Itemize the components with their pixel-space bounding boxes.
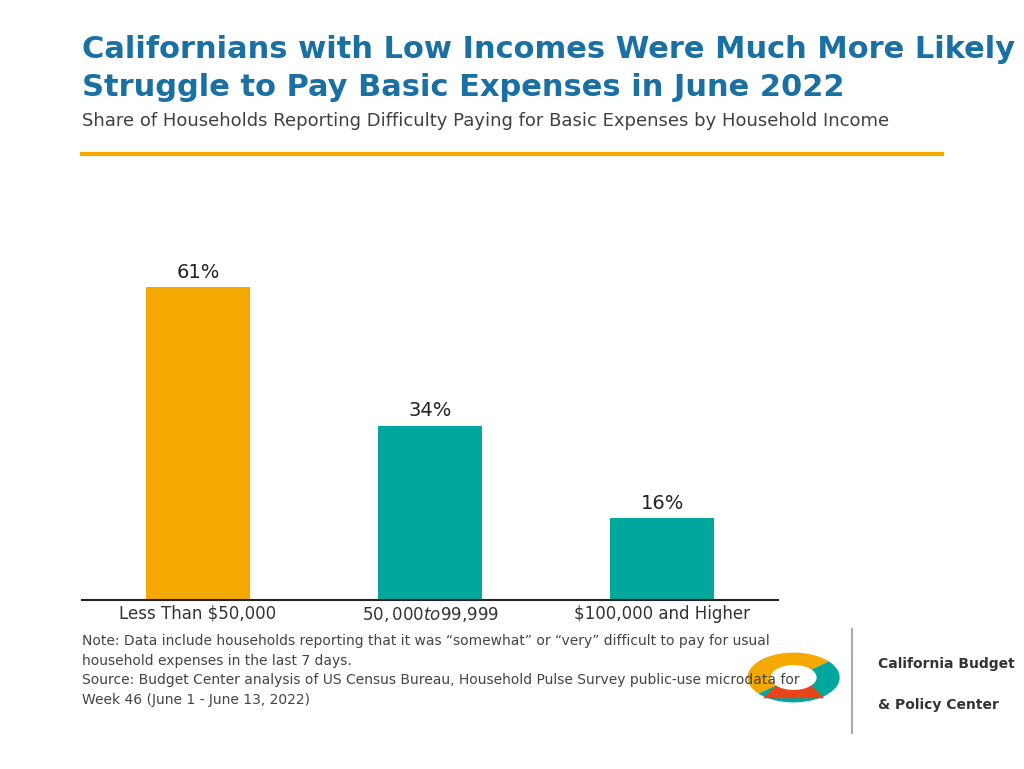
Text: Note: Data include households reporting that it was “somewhat” or “very” difficu: Note: Data include households reporting … — [82, 634, 800, 707]
Bar — [610, 518, 715, 600]
Text: California Budget: California Budget — [878, 657, 1015, 671]
Text: 61%: 61% — [176, 263, 220, 282]
Wedge shape — [748, 653, 828, 694]
Text: 34%: 34% — [409, 401, 452, 421]
Circle shape — [771, 665, 817, 690]
Text: Share of Households Reporting Difficulty Paying for Basic Expenses by Household : Share of Households Reporting Difficulty… — [82, 112, 889, 129]
Bar — [378, 425, 482, 600]
Text: & Policy Center: & Policy Center — [878, 698, 999, 712]
Polygon shape — [763, 667, 824, 698]
Wedge shape — [759, 661, 840, 702]
Text: Struggle to Pay Basic Expenses in June 2022: Struggle to Pay Basic Expenses in June 2… — [82, 73, 845, 102]
Text: Californians with Low Incomes Were Much More Likely to: Californians with Low Incomes Were Much … — [82, 35, 1024, 64]
Bar — [145, 287, 250, 600]
Text: 16%: 16% — [640, 494, 684, 513]
